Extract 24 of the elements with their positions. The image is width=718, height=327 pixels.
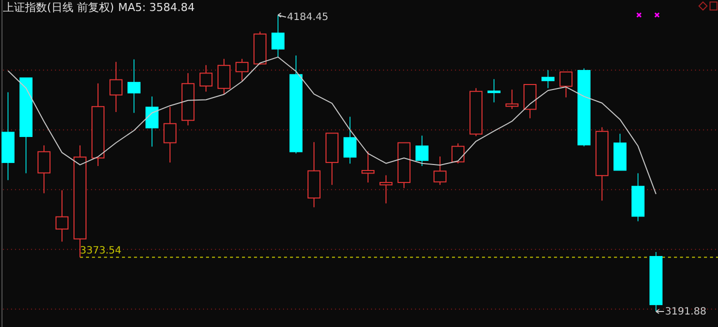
candlestick	[488, 78, 500, 103]
candlestick	[542, 70, 554, 89]
candlestick	[362, 150, 374, 183]
ref-line-label: 3373.54	[80, 245, 122, 256]
text: MA5: 3584.84	[118, 1, 195, 14]
candlestick	[434, 156, 446, 186]
candlestick	[56, 190, 68, 242]
candlestick	[380, 174, 392, 204]
candlestick	[164, 106, 176, 163]
candlestick	[110, 61, 122, 112]
candlestick	[416, 135, 428, 167]
candlestick	[128, 58, 140, 114]
annotation: 3191.88	[665, 306, 706, 318]
chart-title: 上证指数(日线 前复权)	[3, 1, 114, 14]
candlestick	[506, 89, 518, 110]
candlestick	[560, 71, 572, 98]
candlestick	[344, 116, 356, 164]
candlestick	[200, 64, 212, 92]
candlestick	[146, 96, 158, 148]
annotation: 4184.45	[287, 12, 328, 24]
candlestick	[38, 144, 50, 194]
candlestick	[218, 58, 230, 95]
candlestick	[236, 58, 248, 82]
candlestick	[452, 142, 464, 164]
